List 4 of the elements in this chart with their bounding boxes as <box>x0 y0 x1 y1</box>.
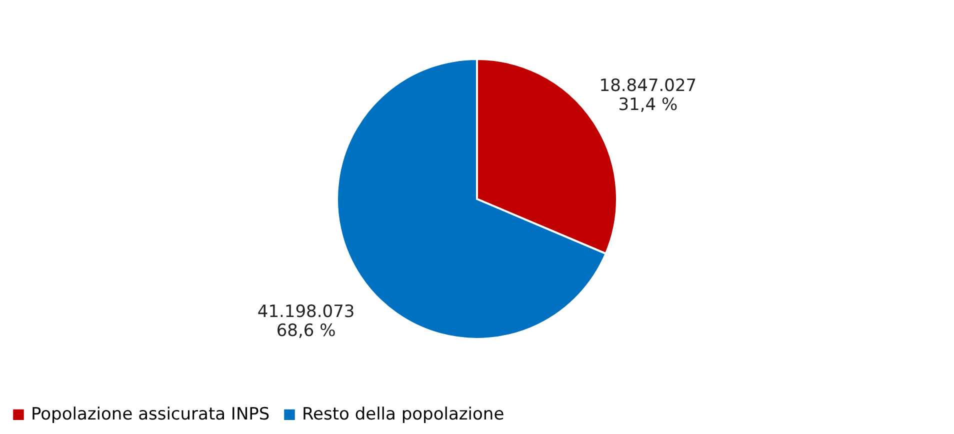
legend-label: Popolazione assicurata INPS <box>31 404 270 425</box>
data-label: 18.847.027 31,4 % <box>599 76 697 115</box>
legend-label: Resto della popolazione <box>302 404 504 425</box>
data-label: 41.198.073 68,6 % <box>257 302 355 342</box>
